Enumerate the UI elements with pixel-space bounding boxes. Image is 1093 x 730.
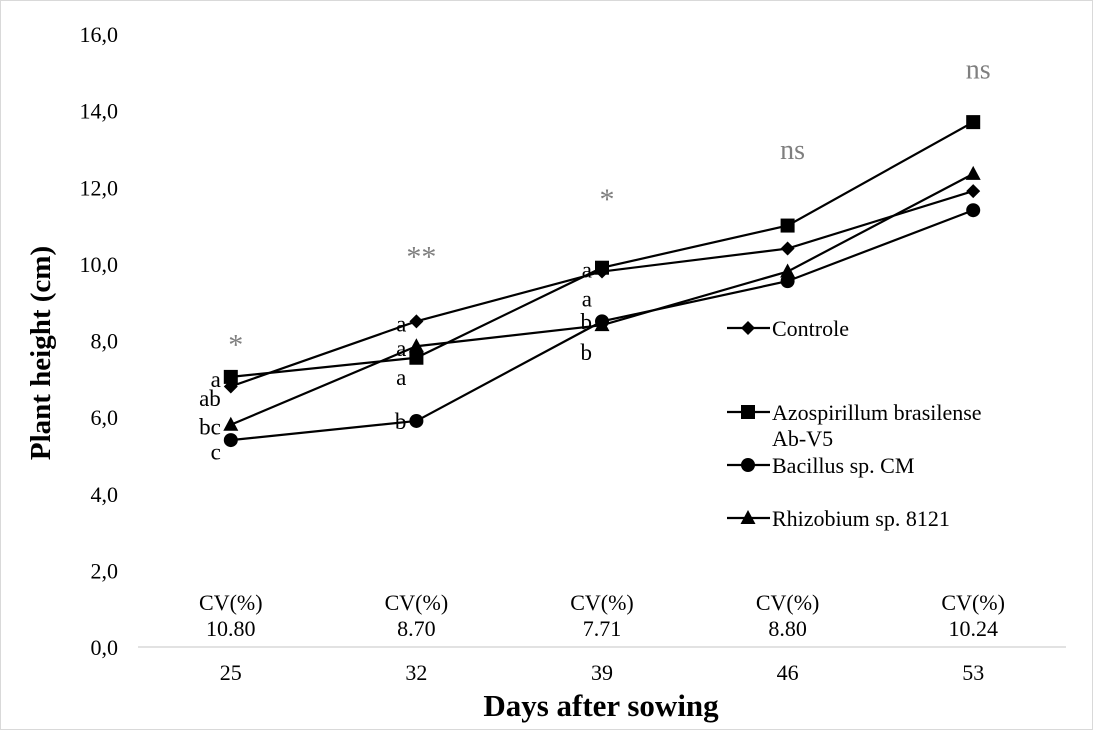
mean-letter: b (581, 340, 593, 365)
data-point-square (223, 369, 238, 384)
x-tick-label: 25 (220, 660, 242, 685)
legend-label: Azospirillum brasilense (772, 400, 982, 425)
legend-label: Rhizobium sp. 8121 (772, 506, 950, 531)
mean-letter: b (581, 309, 593, 334)
data-point-square (595, 260, 609, 275)
legend-label: Controle (772, 316, 849, 341)
mean-letter: a (396, 365, 406, 390)
series-group (223, 115, 981, 448)
data-point-circle (780, 274, 795, 289)
data-point-square (966, 115, 981, 130)
legend-label: Bacillus sp. CM (772, 453, 914, 478)
mean-letter: a (396, 311, 406, 336)
cv-label: CV(%) (570, 590, 634, 615)
x-tick-label: 32 (405, 660, 427, 685)
mean-letter: a (582, 258, 592, 283)
y-tick-label: 12,0 (80, 175, 119, 200)
legend-marker-triangle (740, 510, 756, 524)
data-point-diamond (409, 314, 424, 329)
legend-marker-circle (741, 458, 755, 472)
y-tick-label: 8,0 (91, 329, 119, 354)
data-point-circle (223, 433, 238, 448)
cv-label: CV(%) (385, 590, 449, 615)
y-tick-label: 16,0 (80, 22, 119, 47)
mean-letter: a (582, 286, 592, 311)
cv-label: CV(%) (941, 590, 1005, 615)
cv-label: CV(%) (756, 590, 820, 615)
significance-mark: * (600, 183, 615, 216)
significance-mark: * (228, 329, 243, 362)
significance-mark: ns (966, 54, 991, 85)
mean-letter: c (211, 440, 221, 465)
cv-value: 10.24 (948, 616, 998, 641)
mean-letter: ab (199, 386, 221, 411)
significance-mark: ns (780, 135, 805, 166)
cv-annotations: CV(%)10.80CV(%)8.70CV(%)7.71CV(%)8.80CV(… (199, 590, 1005, 641)
data-point-triangle (780, 263, 796, 278)
mean-letter: b (395, 409, 407, 434)
x-tick-label: 46 (777, 660, 799, 685)
mean-letter: a (396, 336, 406, 361)
y-tick-label: 2,0 (91, 558, 119, 583)
data-point-square (780, 218, 795, 233)
cv-value: 8.70 (397, 616, 436, 641)
data-point-triangle (223, 416, 239, 431)
y-axis-label: Plant height (cm) (25, 246, 57, 460)
data-point-triangle (408, 338, 424, 353)
mean-letter: a (211, 367, 221, 392)
data-point-triangle (594, 317, 610, 332)
data-point-circle (966, 203, 981, 218)
y-axis-ticks: 0,0 2,0 4,0 6,0 8,0 10,0 12,0 14,0 16,0 (80, 22, 119, 660)
y-tick-label: 6,0 (91, 405, 119, 430)
cv-value: 7.71 (583, 616, 622, 641)
x-tick-label: 39 (591, 660, 613, 685)
data-point-diamond (780, 241, 795, 256)
data-point-circle (409, 413, 424, 428)
data-point-diamond (966, 184, 981, 199)
data-point-square (409, 350, 424, 365)
y-tick-label: 4,0 (91, 482, 119, 507)
y-tick-label: 10,0 (80, 252, 119, 277)
y-tick-label: 14,0 (80, 99, 119, 124)
data-point-triangle (965, 165, 981, 180)
x-axis-label: Days after sowing (483, 688, 719, 723)
cv-value: 8.80 (768, 616, 807, 641)
cv-value: 10.80 (206, 616, 256, 641)
y-tick-label: 0,0 (91, 635, 119, 660)
x-tick-label: 53 (962, 660, 984, 685)
cv-label: CV(%) (199, 590, 263, 615)
legend-label: Ab-V5 (772, 426, 833, 451)
mean-letter: bc (199, 415, 221, 440)
legend-marker-diamond (741, 321, 755, 335)
significance-mark: ** (406, 240, 436, 273)
legend: Controle Azospirillum brasilenseAb-V5Baci… (727, 316, 982, 531)
x-axis-ticks: 25 32 39 46 53 (220, 660, 984, 685)
legend-marker-square (741, 405, 755, 419)
